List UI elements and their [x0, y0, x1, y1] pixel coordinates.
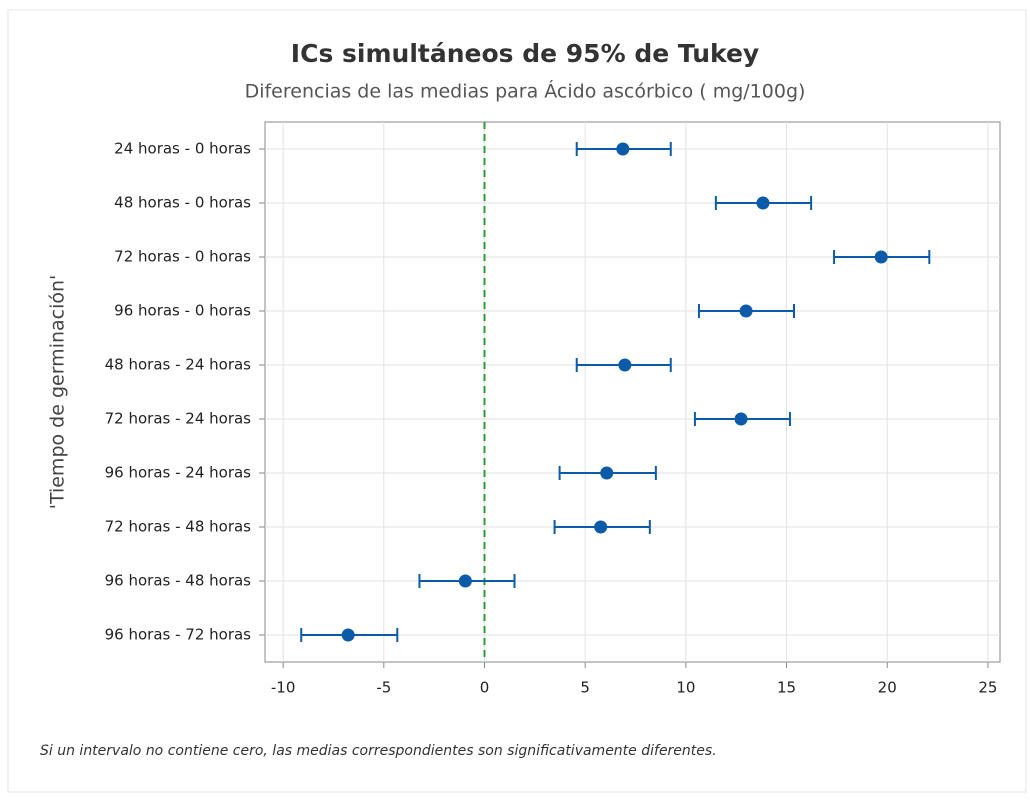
point — [616, 142, 630, 156]
x-tick-label: -10 — [271, 679, 296, 697]
x-tick-label: 5 — [580, 679, 590, 697]
point — [600, 466, 614, 480]
point — [734, 412, 748, 426]
x-tick-label: 20 — [878, 679, 897, 697]
point — [756, 196, 770, 210]
y-tick-label: 96 horas - 72 horas — [105, 626, 252, 644]
point — [739, 304, 753, 318]
note-box: Si un intervalo no contiene cero, las me… — [40, 743, 717, 759]
x-tick-label: -5 — [376, 679, 391, 697]
y-axis-label: 'Tiempo de germinación' — [47, 275, 69, 510]
x-tick-label: 10 — [676, 679, 695, 697]
y-tick-label: 48 horas - 24 horas — [105, 356, 252, 374]
point — [594, 520, 608, 534]
y-tick-label: 96 horas - 0 horas — [114, 302, 251, 320]
frame — [7, 9, 1027, 793]
y-tick-label: 96 horas - 24 horas — [105, 464, 252, 482]
note: Si un intervalo no contiene cero, las me… — [40, 743, 717, 759]
chart-subtitle: Diferencias de las medias para Ácido asc… — [245, 80, 806, 103]
chart-title: ICs simultáneos de 95% de Tukey — [291, 39, 759, 68]
point — [341, 628, 355, 642]
y-tick-label: 72 horas - 0 horas — [114, 248, 251, 266]
y-tick-label: 96 horas - 48 horas — [105, 572, 252, 590]
point — [458, 574, 472, 588]
y-tick-label: 72 horas - 24 horas — [105, 410, 252, 428]
y-tick-label: 48 horas - 0 horas — [114, 194, 251, 212]
x-tick-label: 25 — [978, 679, 997, 697]
plot-frame — [264, 121, 1001, 663]
x-tick-label: 0 — [480, 679, 490, 697]
x-tick-label: 15 — [777, 679, 796, 697]
point — [618, 358, 632, 372]
y-tick-label: 72 horas - 48 horas — [105, 518, 252, 536]
y-tick-label: 24 horas - 0 horas — [114, 140, 251, 158]
point — [874, 250, 888, 264]
